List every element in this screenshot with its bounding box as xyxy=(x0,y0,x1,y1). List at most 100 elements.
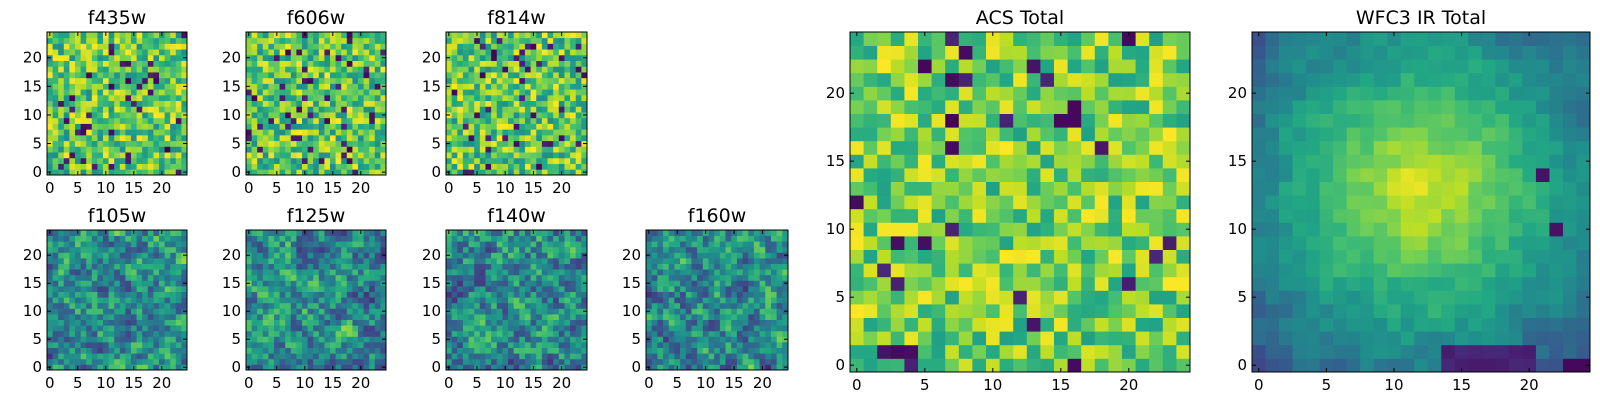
heatmap-cell xyxy=(536,129,543,136)
heatmap-cell xyxy=(986,331,1000,346)
heatmap-cell xyxy=(736,286,743,292)
heatmap-cell xyxy=(491,72,498,79)
heatmap-cell xyxy=(485,43,492,50)
heatmap-cell xyxy=(285,252,292,259)
heatmap-cell xyxy=(147,347,154,354)
heatmap-cell xyxy=(86,258,93,264)
heatmap-cell xyxy=(175,49,182,56)
heatmap-cell xyxy=(251,258,258,264)
heatmap-cell xyxy=(307,123,314,130)
heatmap-cell xyxy=(369,325,376,332)
heatmap-cell xyxy=(719,364,726,371)
heatmap-cell xyxy=(890,222,905,237)
heatmap-cell xyxy=(691,325,698,332)
heatmap-cell xyxy=(147,230,154,236)
heatmap-cell xyxy=(714,286,721,292)
heatmap-cell xyxy=(108,32,115,39)
heatmap-cell xyxy=(268,302,275,309)
heatmap-cell xyxy=(164,291,171,298)
heatmap-cell xyxy=(153,123,160,130)
heatmap-cell xyxy=(496,123,503,130)
heatmap-cell xyxy=(446,258,453,264)
heatmap-cell xyxy=(446,129,453,136)
heatmap-cell xyxy=(502,263,509,270)
heatmap-cell xyxy=(52,134,59,142)
heatmap-cell xyxy=(536,134,543,142)
heatmap-cell xyxy=(246,353,252,360)
heatmap-cell xyxy=(97,66,104,73)
heatmap-cell xyxy=(742,347,749,354)
heatmap-cell xyxy=(313,152,320,159)
heatmap-cell xyxy=(446,342,453,348)
heatmap-cell xyxy=(159,241,165,248)
heatmap-cell xyxy=(52,263,59,270)
heatmap-cell xyxy=(446,297,453,304)
heatmap-cell xyxy=(541,297,548,304)
heatmap-cell xyxy=(491,258,498,264)
y-tick-label: 15 xyxy=(222,274,241,292)
heatmap-cell xyxy=(468,235,475,242)
heatmap-cell xyxy=(1094,304,1109,318)
heatmap-cell xyxy=(1149,358,1164,373)
heatmap-cell xyxy=(753,291,760,298)
heatmap-cell xyxy=(1135,249,1150,264)
heatmap-cell xyxy=(268,54,275,61)
heatmap-cell xyxy=(335,134,342,142)
heatmap-cell xyxy=(147,77,154,84)
heatmap-cell xyxy=(491,330,498,337)
heatmap-cell xyxy=(558,77,565,84)
heatmap-cell xyxy=(508,60,515,67)
heatmap-cell xyxy=(663,319,670,326)
heatmap-cell xyxy=(1135,331,1150,346)
heatmap-cell xyxy=(164,319,171,326)
heatmap-cell xyxy=(380,129,387,136)
heatmap-cell xyxy=(268,72,275,79)
heatmap-cell xyxy=(1013,344,1028,359)
heatmap-cell xyxy=(159,342,165,348)
heatmap-cell xyxy=(313,258,320,264)
heatmap-cell xyxy=(69,319,76,326)
heatmap-cell xyxy=(468,280,475,287)
heatmap-cell xyxy=(708,291,715,298)
heatmap-cell xyxy=(519,100,526,107)
heatmap-cell xyxy=(290,106,297,113)
heatmap-cell xyxy=(285,37,292,44)
heatmap-cell xyxy=(318,336,325,343)
heatmap-cell xyxy=(69,112,76,119)
heatmap-cell xyxy=(931,195,946,210)
heatmap-cell xyxy=(358,60,364,67)
heatmap-cell xyxy=(731,353,738,360)
heatmap-cell xyxy=(268,140,275,147)
heatmap-cell xyxy=(103,246,109,253)
heatmap-cell xyxy=(159,72,165,79)
heatmap-cell xyxy=(324,280,331,287)
heatmap-cell xyxy=(153,347,160,354)
heatmap-cell xyxy=(496,89,503,96)
heatmap-cell xyxy=(274,263,280,270)
heatmap-cell xyxy=(657,263,664,270)
heatmap-cell xyxy=(119,274,126,281)
heatmap-cell xyxy=(159,280,165,287)
heatmap-cell xyxy=(890,263,905,278)
heatmap-cell xyxy=(58,336,65,343)
heatmap-cell xyxy=(1067,304,1082,318)
heatmap-cell xyxy=(131,325,137,332)
heatmap-cell xyxy=(479,308,486,315)
heatmap-cell xyxy=(719,263,726,270)
heatmap-cell xyxy=(91,37,98,44)
heatmap-cell xyxy=(313,241,320,248)
heatmap-cell xyxy=(290,230,297,236)
heatmap-cell xyxy=(251,32,258,39)
heatmap-cell xyxy=(91,49,98,56)
heatmap-cell xyxy=(313,100,320,107)
heatmap-cell xyxy=(86,342,93,348)
heatmap-cell xyxy=(731,325,738,332)
heatmap-cell xyxy=(97,246,104,253)
heatmap-cell xyxy=(547,43,554,50)
heatmap-cell xyxy=(80,60,87,67)
heatmap-cell xyxy=(446,106,453,113)
heatmap-cell xyxy=(358,140,364,147)
heatmap-cell xyxy=(318,319,325,326)
heatmap-cell xyxy=(918,208,932,223)
heatmap-cell xyxy=(114,364,121,371)
